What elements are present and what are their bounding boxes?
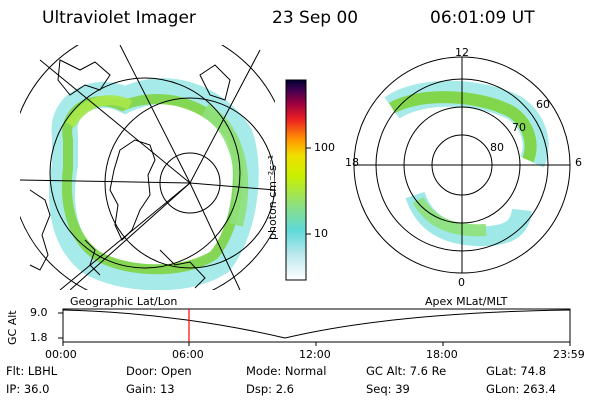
info-seq-value: 39	[395, 382, 410, 396]
x-tick-1800: 18:00	[426, 348, 458, 361]
info-flt: Flt: LBHL	[6, 364, 57, 378]
info-gain-value: 13	[159, 382, 175, 396]
gc-alt-axis-label: GC Alt	[6, 310, 19, 345]
apex-title: Apex MLat/MLT	[425, 295, 508, 308]
mlt-label-0: 0	[458, 276, 465, 289]
info-gain: Gain: 13	[126, 382, 175, 396]
info-gcalt: GC Alt: 7.6 Re	[366, 364, 446, 378]
aurora-oval-core	[61, 94, 243, 275]
colorbar-tick-10: 10	[314, 227, 328, 240]
mlat-label-80: 80	[490, 141, 504, 154]
info-dsp: Dsp: 2.6	[246, 382, 294, 396]
info-door-label: Door:	[126, 364, 158, 378]
info-mode: Mode: Normal	[246, 364, 326, 378]
app-title: Ultraviolet Imager	[42, 8, 196, 28]
info-seq-label: Seq:	[366, 382, 392, 396]
gc-alt-curve	[62, 309, 571, 339]
date-label: 23 Sep 00	[272, 8, 359, 28]
info-gain-label: Gain:	[126, 382, 157, 396]
info-glon-label: GLon:	[486, 382, 520, 396]
geographic-map	[20, 45, 275, 290]
info-flt-label: Flt:	[6, 364, 25, 378]
mlt-label-12: 12	[455, 46, 469, 59]
mlat-label-70: 70	[512, 121, 526, 134]
info-door: Door: Open	[126, 364, 192, 378]
y-tick-1-8: 1.8	[30, 331, 48, 344]
info-dsp-label: Dsp:	[246, 382, 273, 396]
colorbar-unit-label: photon cm⁻²s⁻¹	[266, 154, 279, 240]
geographic-title: Geographic Lat/Lon	[70, 295, 178, 308]
x-tick-0000: 00:00	[45, 348, 77, 361]
info-seq: Seq: 39	[366, 382, 410, 396]
info-glat-label: GLat:	[486, 364, 517, 378]
info-mode-value: Normal	[284, 364, 327, 378]
info-ip-label: IP:	[6, 382, 21, 396]
info-dsp-value: 2.6	[275, 382, 294, 396]
info-door-value: Open	[160, 364, 192, 378]
x-tick-0600: 06:00	[172, 348, 204, 361]
mlt-label-6: 6	[575, 156, 582, 169]
info-ip-value: 36.0	[23, 382, 50, 396]
x-tick-1200: 12:00	[299, 348, 331, 361]
colorbar-tick-100: 100	[314, 141, 335, 154]
timeline-box	[62, 308, 571, 343]
info-glon-value: 263.4	[522, 382, 556, 396]
polar-plot	[353, 56, 571, 274]
info-ip: IP: 36.0	[6, 382, 49, 396]
info-flt-value: LBHL	[27, 364, 58, 378]
info-gcalt-value: 7.6 Re	[409, 364, 447, 378]
info-glon: GLon: 263.4	[486, 382, 556, 396]
info-gcalt-label: GC Alt:	[366, 364, 407, 378]
time-label: 06:01:09 UT	[430, 8, 535, 28]
info-glat-value: 74.8	[520, 364, 547, 378]
x-tick-2359: 23:59	[553, 348, 585, 361]
mlat-label-60: 60	[536, 98, 550, 111]
info-mode-label: Mode:	[246, 364, 282, 378]
mlt-label-18: 18	[345, 156, 359, 169]
info-glat: GLat: 74.8	[486, 364, 546, 378]
color-bar	[285, 79, 307, 281]
y-tick-9: 9.0	[30, 306, 48, 319]
